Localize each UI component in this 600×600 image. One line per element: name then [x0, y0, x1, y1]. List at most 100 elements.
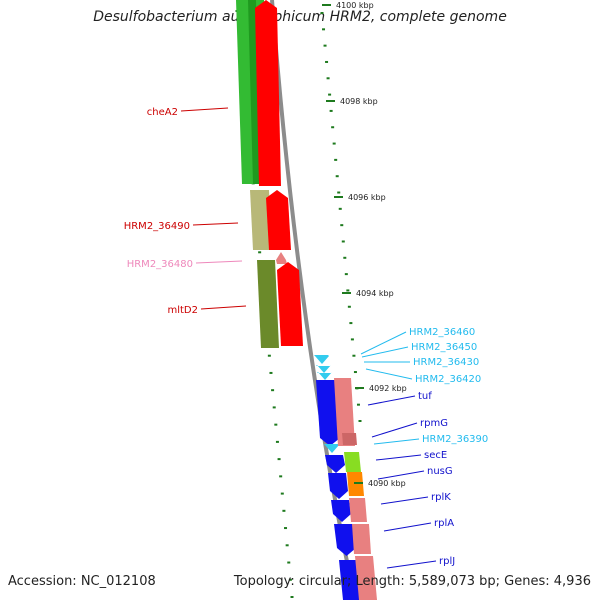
gene-features [236, 0, 377, 600]
right-ruler-dot [338, 207, 342, 210]
scale-tick-mark [334, 196, 343, 198]
gene-red-1[interactable] [255, 0, 281, 186]
right-ruler-dot [326, 77, 330, 80]
gene-HRM2_36460[interactable] [314, 355, 329, 364]
scale-tick-mark [354, 482, 363, 484]
right-ruler-dot [352, 354, 356, 357]
gene-label-hrm2_36390[interactable]: HRM2_36390 [422, 434, 488, 445]
scale-tick-label: 4092 kbp [369, 384, 407, 393]
left-ruler-dot [284, 527, 288, 530]
gene-mltD2[interactable] [257, 260, 279, 348]
left-ruler-dot [269, 371, 273, 374]
left-ruler-dot [277, 458, 281, 461]
gene-rplJ[interactable] [355, 556, 377, 600]
right-ruler-dot [331, 126, 335, 129]
gene-label-hrm2_36450[interactable]: HRM2_36450 [411, 342, 477, 353]
left-ruler-dot [288, 578, 292, 581]
gene-red-3[interactable] [277, 262, 303, 346]
label-leader-line [375, 454, 422, 461]
scale-tick-label: 4098 kbp [340, 97, 378, 106]
scale-tick-label: 4094 kbp [356, 289, 394, 298]
gene-secE-blue[interactable] [325, 455, 345, 473]
right-ruler-dot [344, 273, 348, 276]
label-leader-line [383, 522, 432, 532]
label-leader-line [361, 346, 409, 358]
right-ruler-dot [320, 12, 324, 14]
right-ruler-dot [358, 420, 362, 422]
gene-red-2[interactable] [266, 190, 291, 250]
label-leader-line [195, 260, 243, 264]
right-ruler-dot [353, 371, 357, 374]
scale-tick-mark [326, 100, 335, 102]
gene-rplK[interactable] [349, 498, 367, 522]
label-leader-line [365, 368, 413, 380]
gene-secE[interactable] [344, 452, 361, 472]
gene-tuf[interactable] [316, 380, 340, 446]
gene-HRM2_36450[interactable] [316, 365, 331, 373]
gene-label-rplj[interactable]: rplJ [439, 556, 455, 567]
right-ruler-dot [343, 256, 347, 259]
scale-tick-label: 4096 kbp [348, 193, 386, 202]
scale-tick-mark [322, 4, 331, 6]
right-ruler-dot [334, 158, 338, 161]
gene-label-hrm2_36430[interactable]: HRM2_36430 [413, 357, 479, 368]
gene-label-hrm2_36420[interactable]: HRM2_36420 [415, 374, 481, 385]
label-leader-line [377, 470, 425, 480]
left-ruler-dot [271, 389, 275, 392]
gene-label-chea2[interactable]: cheA2 [147, 107, 178, 118]
right-ruler-dot [323, 44, 327, 47]
gene-rpmG[interactable] [342, 433, 357, 445]
gene-nusG-blue[interactable] [328, 473, 348, 499]
right-ruler-dot [346, 289, 350, 292]
right-ruler-dot [322, 28, 326, 31]
gene-label-rpmg[interactable]: rpmG [420, 418, 448, 429]
right-ruler-dot [356, 403, 360, 406]
gene-rplJ-blue[interactable] [339, 560, 361, 600]
label-leader-line [200, 305, 247, 310]
gene-HRM2_36390[interactable] [324, 444, 339, 453]
gene-pink-1[interactable] [334, 378, 355, 446]
right-ruler-dot [340, 224, 344, 227]
left-ruler-dot [258, 251, 262, 254]
left-ruler-dot [275, 440, 279, 443]
left-ruler-dot [282, 509, 286, 512]
map-title: Desulfobacterium autotrophicum HRM2, com… [93, 9, 507, 25]
label-leader-line [371, 422, 418, 438]
gene-label-hrm2_36490[interactable]: HRM2_36490 [124, 221, 190, 232]
gene-label-rplk[interactable]: rplK [431, 492, 451, 503]
label-leader-line [192, 222, 239, 226]
gene-label-hrm2_36480[interactable]: HRM2_36480 [127, 259, 193, 270]
gene-label-mltd2[interactable]: mltD2 [167, 305, 198, 316]
gene-HRM2_36480[interactable] [276, 252, 287, 264]
gene-rplA-blue[interactable] [334, 524, 356, 556]
right-ruler-dot [337, 191, 341, 194]
right-ruler-dot [350, 338, 354, 341]
left-ruler-dot [267, 354, 271, 357]
label-leader-line [373, 438, 420, 445]
gene-label-hrm2_36460[interactable]: HRM2_36460 [409, 327, 475, 338]
gene-labels[interactable]: cheA2 HRM2_36490 HRM2_36480 mltD2 HRM2_36460… [124, 107, 489, 567]
label-leaders [180, 107, 437, 569]
gene-label-rpla[interactable]: rplA [434, 518, 454, 529]
label-leader-line [360, 331, 407, 355]
scale-tick-mark [342, 292, 351, 294]
topology-label: Topology: circular; Length: 5,589,073 bp… [233, 574, 591, 589]
gene-label-tuf[interactable]: tuf [418, 391, 432, 402]
scale-ticks: 4100 kbp 4098 kbp 4096 kbp 4094 kbp 4092 kbp… [322, 1, 407, 488]
gene-rplA[interactable] [352, 524, 371, 554]
label-leader-line [380, 496, 429, 505]
gene-label-sece[interactable]: secE [424, 450, 447, 461]
gene-rplK-blue[interactable] [331, 500, 351, 522]
right-ruler-dot [329, 109, 333, 112]
gene-HRM2_36430[interactable] [317, 372, 332, 380]
gene-label-nusg[interactable]: nusG [427, 466, 453, 477]
left-ruler-dot [274, 423, 278, 426]
right-ruler-dot [335, 175, 339, 178]
right-ruler-dot [341, 240, 345, 243]
label-leader-line [180, 107, 229, 112]
scale-tick-label: 4100 kbp [336, 1, 374, 10]
right-ruler-dot [328, 93, 332, 96]
left-ruler-dot [280, 492, 284, 495]
gene-cheA2-shade[interactable] [248, 0, 261, 184]
